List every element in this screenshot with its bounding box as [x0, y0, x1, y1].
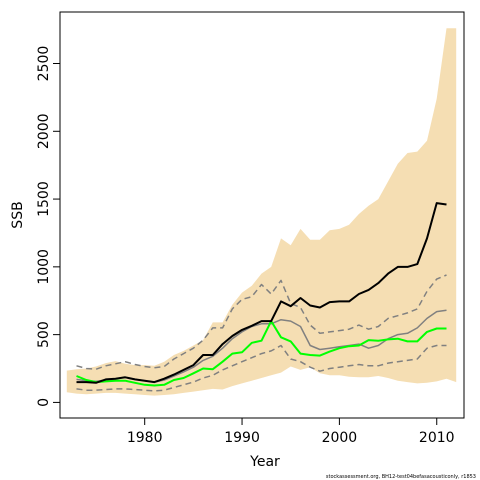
plot-frame [59, 11, 465, 419]
x-axis: 1980 1990 2000 2010 [127, 418, 455, 446]
y-axis: 0 500 1000 1500 2000 2500 [36, 46, 60, 407]
series-line-1 [76, 202, 447, 384]
footer-note: stockassessment.org, BH12-test04befasaco… [326, 474, 476, 480]
x-tick-label: 1990 [224, 430, 260, 446]
confidence-band [66, 28, 457, 396]
y-tick-label: 500 [36, 321, 52, 348]
y-tick-label: 2500 [36, 46, 52, 82]
plot-area [66, 28, 457, 396]
x-tick-label: 2010 [419, 430, 455, 446]
series-line-2 [76, 320, 447, 387]
series-line-5 [76, 344, 447, 392]
x-axis-title: Year [249, 454, 280, 470]
y-tick-label: 1500 [36, 181, 52, 217]
series-line-4 [76, 274, 447, 370]
x-tick-label: 1980 [127, 430, 163, 446]
y-tick-label: 0 [36, 398, 52, 407]
y-tick-label: 2000 [36, 113, 52, 149]
y-axis-title: SSB [10, 201, 26, 228]
y-tick-label: 1000 [36, 249, 52, 285]
x-tick-label: 2000 [322, 430, 358, 446]
